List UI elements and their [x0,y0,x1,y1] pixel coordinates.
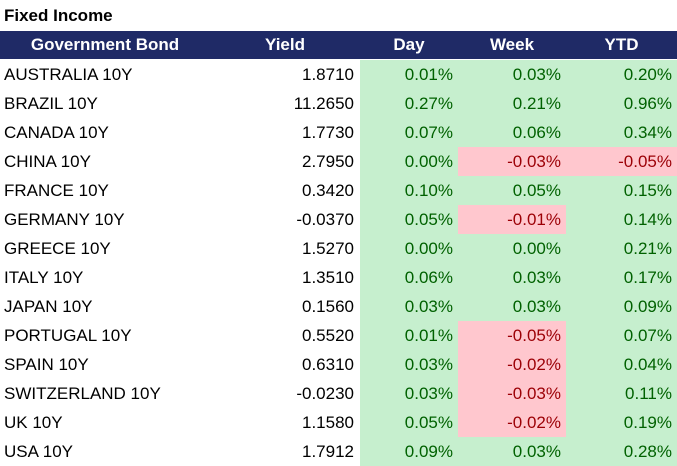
day-change-cell[interactable]: 0.01% [360,60,458,89]
bond-name-cell[interactable]: JAPAN 10Y [4,297,93,316]
yield-cell[interactable]: 0.6310 [302,355,354,374]
column-header-day[interactable]: Day [393,35,425,54]
week-change-cell[interactable]: 0.06% [458,118,566,147]
yield-cell[interactable]: -0.0370 [296,210,354,229]
ytd-change-cell[interactable]: 0.96% [566,89,677,118]
yield-cell[interactable]: -0.0230 [296,384,354,403]
yield-cell[interactable]: 0.1560 [302,297,354,316]
week-change-cell[interactable]: -0.05% [458,321,566,350]
week-change-cell[interactable]: -0.02% [458,350,566,379]
week-change-cell[interactable]: -0.03% [458,379,566,408]
column-header-ytd[interactable]: YTD [604,35,639,54]
bond-name-cell[interactable]: GREECE 10Y [4,239,111,258]
ytd-change-cell[interactable]: 0.28% [566,437,677,466]
week-change-cell[interactable]: -0.02% [458,408,566,437]
week-change-cell[interactable]: 0.03% [458,60,566,89]
day-change-cell[interactable]: 0.27% [360,89,458,118]
bond-name-cell[interactable]: UK 10Y [4,413,63,432]
bond-name-cell[interactable]: SPAIN 10Y [4,355,89,374]
ytd-change-cell[interactable]: 0.34% [566,118,677,147]
table-row: USA 10Y 1.7912 0.09% 0.03% 0.28% [0,437,677,466]
bond-name-cell[interactable]: CHINA 10Y [4,152,91,171]
table-row: JAPAN 10Y 0.1560 0.03% 0.03% 0.09% [0,292,677,321]
day-change-cell[interactable]: 0.07% [360,118,458,147]
day-change-cell[interactable]: 0.10% [360,176,458,205]
bond-name-cell[interactable]: PORTUGAL 10Y [4,326,132,345]
table-row: UK 10Y 1.1580 0.05% -0.02% 0.19% [0,408,677,437]
day-change-cell[interactable]: 0.03% [360,350,458,379]
ytd-change-cell[interactable]: 0.20% [566,60,677,89]
day-change-cell[interactable]: 0.06% [360,263,458,292]
yield-cell[interactable]: 0.3420 [302,181,354,200]
week-change-cell[interactable]: 0.03% [458,292,566,321]
ytd-change-cell[interactable]: -0.05% [566,147,677,176]
ytd-change-cell[interactable]: 0.09% [566,292,677,321]
column-header-yield[interactable]: Yield [265,35,305,54]
week-change-cell[interactable]: 0.05% [458,176,566,205]
table-row: AUSTRALIA 10Y 1.8710 0.01% 0.03% 0.20% [0,60,677,89]
table-row: CHINA 10Y 2.7950 0.00% -0.03% -0.05% [0,147,677,176]
yield-cell[interactable]: 0.5520 [302,326,354,345]
week-change-cell[interactable]: -0.01% [458,205,566,234]
table-row: CANADA 10Y 1.7730 0.07% 0.06% 0.34% [0,118,677,147]
week-change-cell[interactable]: 0.03% [458,437,566,466]
ytd-change-cell[interactable]: 0.04% [566,350,677,379]
yield-cell[interactable]: 1.1580 [302,413,354,432]
day-change-cell[interactable]: 0.05% [360,205,458,234]
ytd-change-cell[interactable]: 0.21% [566,234,677,263]
ytd-change-cell[interactable]: 0.11% [566,379,677,408]
ytd-change-cell[interactable]: 0.14% [566,205,677,234]
bond-name-cell[interactable]: BRAZIL 10Y [4,94,98,113]
bond-name-cell[interactable]: FRANCE 10Y [4,181,109,200]
day-change-cell[interactable]: 0.00% [360,147,458,176]
day-change-cell[interactable]: 0.03% [360,379,458,408]
column-header-government-bond[interactable]: Government Bond [30,35,180,54]
ytd-change-cell[interactable]: 0.07% [566,321,677,350]
bond-name-cell[interactable]: ITALY 10Y [4,268,84,287]
ytd-change-cell[interactable]: 0.19% [566,408,677,437]
table-row: FRANCE 10Y 0.3420 0.10% 0.05% 0.15% [0,176,677,205]
yield-cell[interactable]: 1.7730 [302,123,354,142]
day-change-cell[interactable]: 0.01% [360,321,458,350]
bond-name-cell[interactable]: AUSTRALIA 10Y [4,65,133,84]
bond-name-cell[interactable]: GERMANY 10Y [4,210,125,229]
week-change-cell[interactable]: 0.03% [458,263,566,292]
day-change-cell[interactable]: 0.03% [360,292,458,321]
day-change-cell[interactable]: 0.05% [360,408,458,437]
week-change-cell[interactable]: 0.21% [458,89,566,118]
table-row: ITALY 10Y 1.3510 0.06% 0.03% 0.17% [0,263,677,292]
yield-cell[interactable]: 1.8710 [302,65,354,84]
column-header-week[interactable]: Week [489,35,535,54]
week-change-cell[interactable]: 0.00% [458,234,566,263]
ytd-change-cell[interactable]: 0.15% [566,176,677,205]
bond-name-cell[interactable]: USA 10Y [4,442,73,461]
table-header: Government Bond Yield Day Week YTD [0,31,677,59]
bond-table-body: AUSTRALIA 10Y 1.8710 0.01% 0.03% 0.20% BRAZIL… [0,60,677,466]
table-row: SPAIN 10Y 0.6310 0.03% -0.02% 0.04% [0,350,677,379]
table-row: SWITZERLAND 10Y -0.0230 0.03% -0.03% 0.11% [0,379,677,408]
table-row: GERMANY 10Y -0.0370 0.05% -0.01% 0.14% [0,205,677,234]
yield-cell[interactable]: 1.5270 [302,239,354,258]
page-title: Fixed Income [4,6,113,25]
ytd-change-cell[interactable]: 0.17% [566,263,677,292]
table-row: PORTUGAL 10Y 0.5520 0.01% -0.05% 0.07% [0,321,677,350]
yield-cell[interactable]: 1.3510 [302,268,354,287]
day-change-cell[interactable]: 0.09% [360,437,458,466]
table-row: BRAZIL 10Y 11.2650 0.27% 0.21% 0.96% [0,89,677,118]
bond-name-cell[interactable]: CANADA 10Y [4,123,109,142]
bond-name-cell[interactable]: SWITZERLAND 10Y [4,384,161,403]
yield-cell[interactable]: 2.7950 [302,152,354,171]
week-change-cell[interactable]: -0.03% [458,147,566,176]
table-row: GREECE 10Y 1.5270 0.00% 0.00% 0.21% [0,234,677,263]
yield-cell[interactable]: 11.2650 [293,94,354,113]
day-change-cell[interactable]: 0.00% [360,234,458,263]
yield-cell[interactable]: 1.7912 [302,442,354,461]
